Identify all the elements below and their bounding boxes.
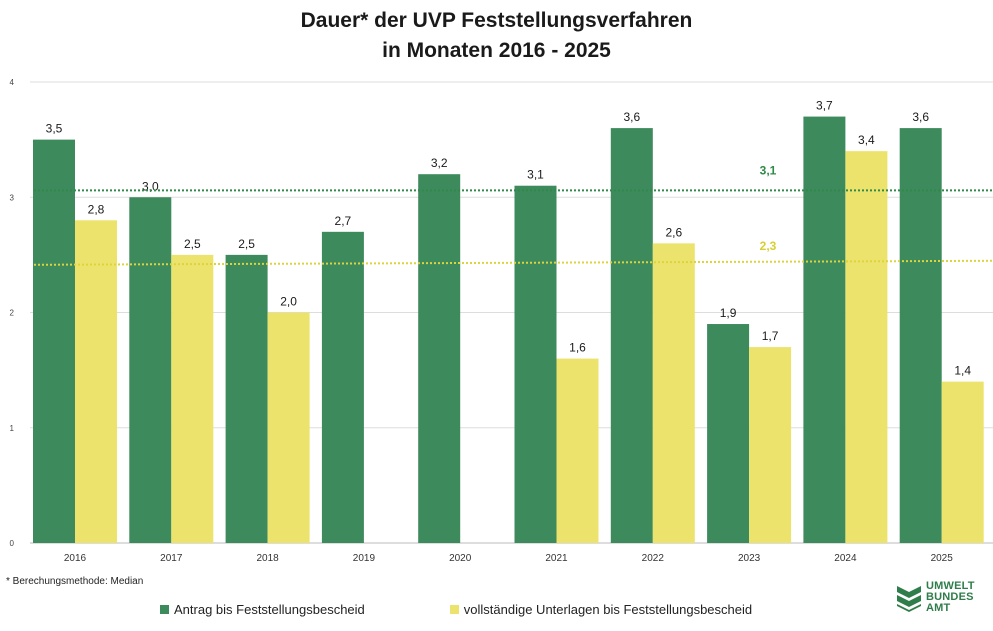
median-label: 2,3 (760, 239, 777, 253)
data-label: 2,5 (184, 237, 201, 251)
bar-unterlagen (556, 358, 599, 543)
bar-unterlagen (749, 347, 792, 543)
data-label: 3,1 (527, 168, 544, 182)
bar-antrag (129, 197, 172, 543)
bar-antrag (225, 254, 268, 543)
logo-line1: UMWELT (926, 580, 975, 592)
y-tick-label: 3 (10, 193, 15, 202)
data-label: 3,2 (431, 156, 448, 170)
y-tick-label: 4 (10, 78, 15, 87)
data-label: 3,6 (912, 110, 929, 124)
bar-antrag (418, 174, 461, 543)
data-label: 2,8 (88, 202, 105, 216)
data-label: 3,4 (858, 133, 875, 147)
bar-unterlagen (171, 254, 214, 543)
data-label: 1,4 (954, 364, 971, 378)
footnote: * Berechungsmethode: Median (6, 576, 144, 587)
x-tick-label: 2024 (834, 553, 857, 564)
data-label: 2,0 (280, 295, 297, 309)
logo-line3: AMT (926, 602, 951, 614)
x-tick-label: 2022 (642, 553, 665, 564)
x-tick-label: 2018 (256, 553, 279, 564)
bar-unterlagen (267, 312, 310, 543)
umweltbundesamt-logo: UMWELT BUNDES AMT (896, 581, 975, 614)
y-tick-label: 2 (10, 309, 15, 318)
legend-swatch-yellow (449, 605, 459, 614)
bar-chart: 012343,52,820163,02,520172,52,020182,720… (10, 78, 993, 564)
legend-label-antrag: Antrag bis Feststellungsbescheid (174, 602, 365, 617)
data-label: 1,6 (569, 341, 586, 355)
bar-unterlagen (941, 381, 984, 543)
x-tick-label: 2019 (353, 553, 376, 564)
bar-antrag (803, 116, 846, 543)
bar-antrag (514, 185, 557, 543)
bar-unterlagen (75, 220, 117, 544)
chart-title-line2: in Monaten 2016 - 2025 (382, 39, 611, 62)
logo-line2: BUNDES (926, 591, 974, 603)
data-label: 2,5 (238, 237, 255, 251)
x-tick-label: 2017 (160, 553, 183, 564)
data-label: 3,6 (623, 110, 640, 124)
y-tick-label: 0 (10, 539, 15, 548)
data-label: 2,6 (665, 225, 682, 239)
bar-antrag (707, 324, 750, 543)
chart-title: Dauer* der UVP Feststellungsverfahren in… (0, 6, 993, 66)
bar-antrag (899, 128, 942, 543)
data-label: 1,9 (720, 306, 737, 320)
data-label: 3,7 (816, 99, 833, 113)
bar-unterlagen (845, 151, 888, 543)
bar-antrag (33, 139, 75, 543)
x-tick-label: 2025 (931, 553, 954, 564)
bar-unterlagen (652, 243, 695, 543)
bar-antrag (321, 231, 364, 543)
logo-icon (897, 585, 921, 612)
x-tick-label: 2020 (449, 553, 472, 564)
x-tick-label: 2021 (545, 553, 568, 564)
logo-text: UMWELT BUNDES AMT (926, 581, 975, 614)
x-tick-label: 2023 (738, 553, 761, 564)
y-tick-label: 1 (10, 424, 15, 433)
legend: Antrag bis Feststellungsbescheid vollstä… (160, 602, 837, 617)
data-label: 1,7 (762, 329, 779, 343)
bar-antrag (610, 128, 653, 543)
legend-item-unterlagen: vollständige Unterlagen bis Feststellung… (449, 602, 753, 617)
data-label: 2,7 (335, 214, 352, 228)
legend-label-unterlagen: vollständige Unterlagen bis Feststellung… (463, 602, 753, 617)
x-tick-label: 2016 (64, 553, 87, 564)
legend-item-antrag: Antrag bis Feststellungsbescheid (160, 602, 365, 617)
chart-title-line1: Dauer* der UVP Feststellungsverfahren (300, 9, 693, 32)
median-label: 3,1 (760, 163, 777, 177)
data-label: 3,5 (46, 122, 63, 136)
legend-swatch-green (160, 605, 169, 614)
